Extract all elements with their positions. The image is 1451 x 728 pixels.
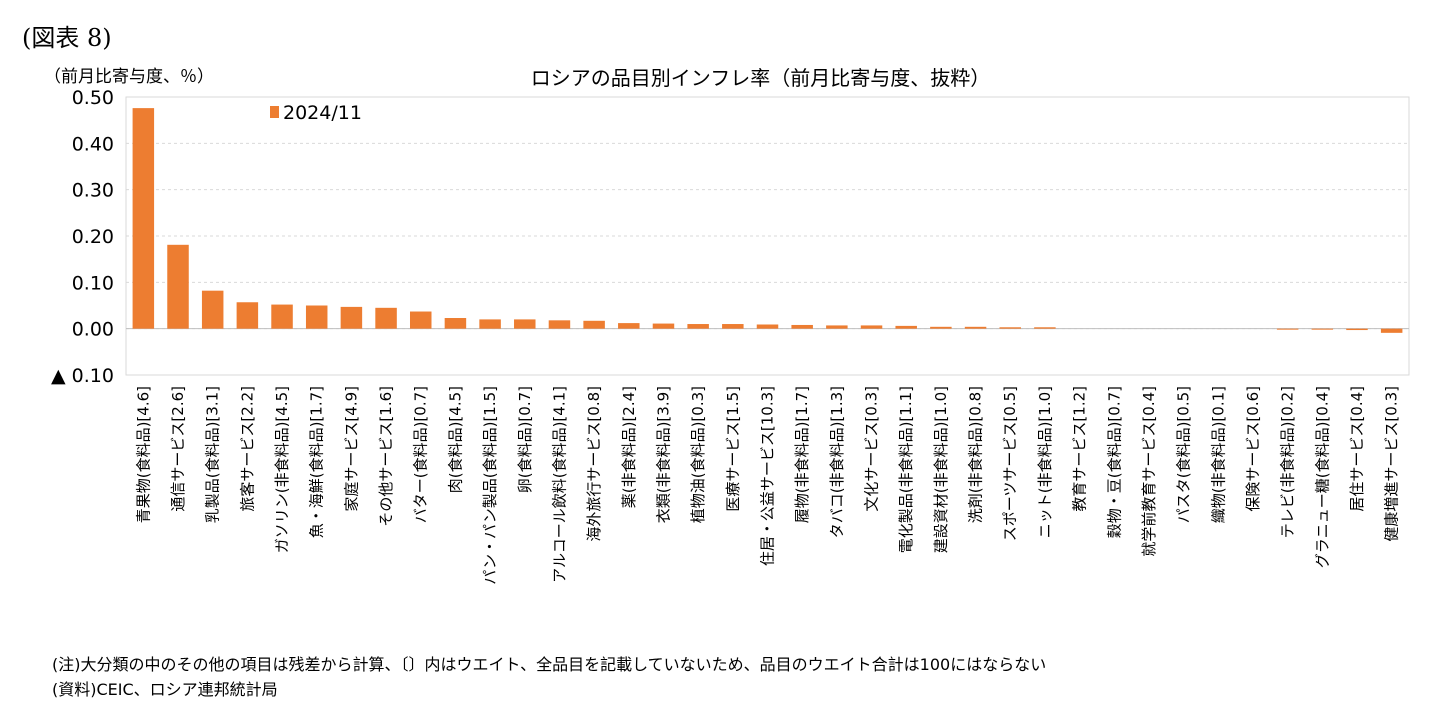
legend-label: 2024/11 — [283, 102, 362, 124]
x-category-label: スポーツサービス[0.5] — [1001, 386, 1019, 541]
x-category-label: 織物(非食料品)[0.1] — [1209, 386, 1227, 523]
chart-title: ロシアの品目別インフレ率（前月比寄与度、抜粋） — [530, 66, 991, 90]
bar — [860, 325, 883, 329]
bar — [132, 108, 155, 329]
bar — [826, 325, 848, 329]
x-category-label: ガソリン(非食料品)[4.5] — [273, 386, 291, 553]
x-category-label: 海外旅行サービス[0.8] — [585, 386, 603, 542]
x-category-label: 魚・海鮮(食料品)[1.7] — [308, 386, 326, 538]
bar — [930, 326, 952, 329]
x-category-label: 健康増進サービス[0.3] — [1383, 386, 1401, 542]
y-tick-label: 0.10 — [72, 272, 114, 294]
bar — [583, 320, 605, 329]
x-category-label: 保険サービス[0.6] — [1244, 386, 1262, 512]
x-category-label: 衣類(非食料品)[3.9] — [654, 386, 672, 523]
x-category-label: 電化製品(非食料品)[1.1] — [897, 386, 915, 553]
x-category-label: 穀物・豆(食料品)[0.7] — [1105, 386, 1123, 538]
bar — [375, 307, 397, 329]
bar — [271, 304, 293, 329]
x-category-label: タバコ(非食料品)[1.3] — [828, 386, 846, 538]
x-category-label: パン・パン製品(食料品)[1.5] — [481, 386, 499, 585]
bar — [687, 324, 709, 329]
x-category-label: ニット(非食料品)[1.0] — [1036, 386, 1054, 538]
y-tick-label: ▲ 0.10 — [51, 365, 114, 387]
bar — [1311, 328, 1334, 330]
bar — [1346, 328, 1368, 331]
x-category-label: 医療サービス[1.5] — [724, 386, 742, 512]
x-category-label: 建設資材(非食料品)[1.0] — [932, 386, 950, 553]
x-category-label: 就学前教育サービス[0.4] — [1140, 386, 1158, 557]
x-category-label: 家庭サービス[4.9] — [342, 386, 360, 512]
x-category-label: 植物油(食料品)[0.3] — [689, 386, 707, 523]
y-tick-label: 0.00 — [72, 319, 114, 341]
y-axis-unit-label: （前月比寄与度、％） — [44, 67, 214, 87]
x-category-label: アルコール飲料(食料品)[4.1] — [550, 386, 568, 583]
bar — [1276, 328, 1299, 330]
bar — [756, 324, 779, 329]
y-tick-label: 0.40 — [72, 133, 114, 155]
y-tick-label: 0.30 — [72, 180, 114, 202]
bar — [791, 324, 813, 329]
legend-swatch — [270, 106, 279, 118]
x-category-label: 履物(非食料品)[1.7] — [793, 386, 811, 523]
x-category-label: バター(食料品)[0.7] — [412, 386, 430, 523]
x-category-label: 薬(非食料品)[2.4] — [620, 386, 638, 508]
bar — [964, 326, 987, 329]
x-category-label: 洗剤(非食料品)[0.8] — [967, 386, 985, 523]
x-category-label: テレビ(非食料品)[0.2] — [1279, 386, 1297, 538]
x-category-label: 卵(食料品)[0.7] — [516, 386, 534, 493]
note-text: (注)大分類の中のその他の項目は残差から計算、〔〕内はウエイト、全品目を記載して… — [52, 655, 1047, 674]
x-category-label: 青果物(食料品)[4.6] — [134, 386, 152, 523]
bar — [167, 244, 189, 329]
x-category-label: 住居・公益サービス[10.3] — [759, 386, 777, 566]
figure-label: (図表 8) — [22, 24, 112, 52]
bar — [895, 325, 917, 329]
x-category-label: グラニュー糖(食料品)[0.4] — [1313, 386, 1331, 568]
bar — [479, 319, 501, 329]
bar — [514, 319, 536, 329]
x-category-label: パスタ(食料品)[0.5] — [1175, 386, 1193, 523]
bar — [1034, 327, 1056, 329]
bar — [548, 320, 571, 329]
notes-block: (注)大分類の中のその他の項目は残差から計算、〔〕内はウエイト、全品目を記載して… — [52, 652, 1046, 702]
bar — [652, 323, 675, 329]
x-category-label: 文化サービス[0.3] — [863, 386, 881, 512]
bar — [340, 306, 363, 329]
x-category-label: 教育サービス[1.2] — [1071, 386, 1089, 512]
bar — [409, 311, 432, 329]
bar — [444, 318, 467, 329]
x-category-label: 乳製品(食料品)[3.1] — [204, 386, 222, 523]
x-category-label: 通信サービス[2.6] — [169, 386, 187, 512]
x-category-label: 居住サービス[0.4] — [1348, 386, 1366, 512]
bar — [305, 305, 328, 329]
bar — [1380, 328, 1403, 333]
bar — [618, 323, 640, 329]
bar — [236, 302, 259, 329]
source-text: (資料)CEIC、ロシア連邦統計局 — [52, 680, 278, 699]
bar — [201, 290, 224, 329]
y-tick-label: 0.50 — [72, 87, 114, 109]
x-category-label: 旅客サービス[2.2] — [238, 386, 256, 512]
bar-chart: 0.50 0.40 0.30 0.20 0.10 0.00 ▲ 0.10 青果物(食料品)[4… — [51, 87, 1410, 585]
x-category-label: その他サービス[1.6] — [377, 386, 395, 527]
y-tick-label: 0.20 — [72, 226, 114, 248]
bar — [999, 327, 1021, 329]
bar — [722, 324, 744, 329]
x-category-label: 肉(食料品)[4.5] — [446, 386, 464, 493]
